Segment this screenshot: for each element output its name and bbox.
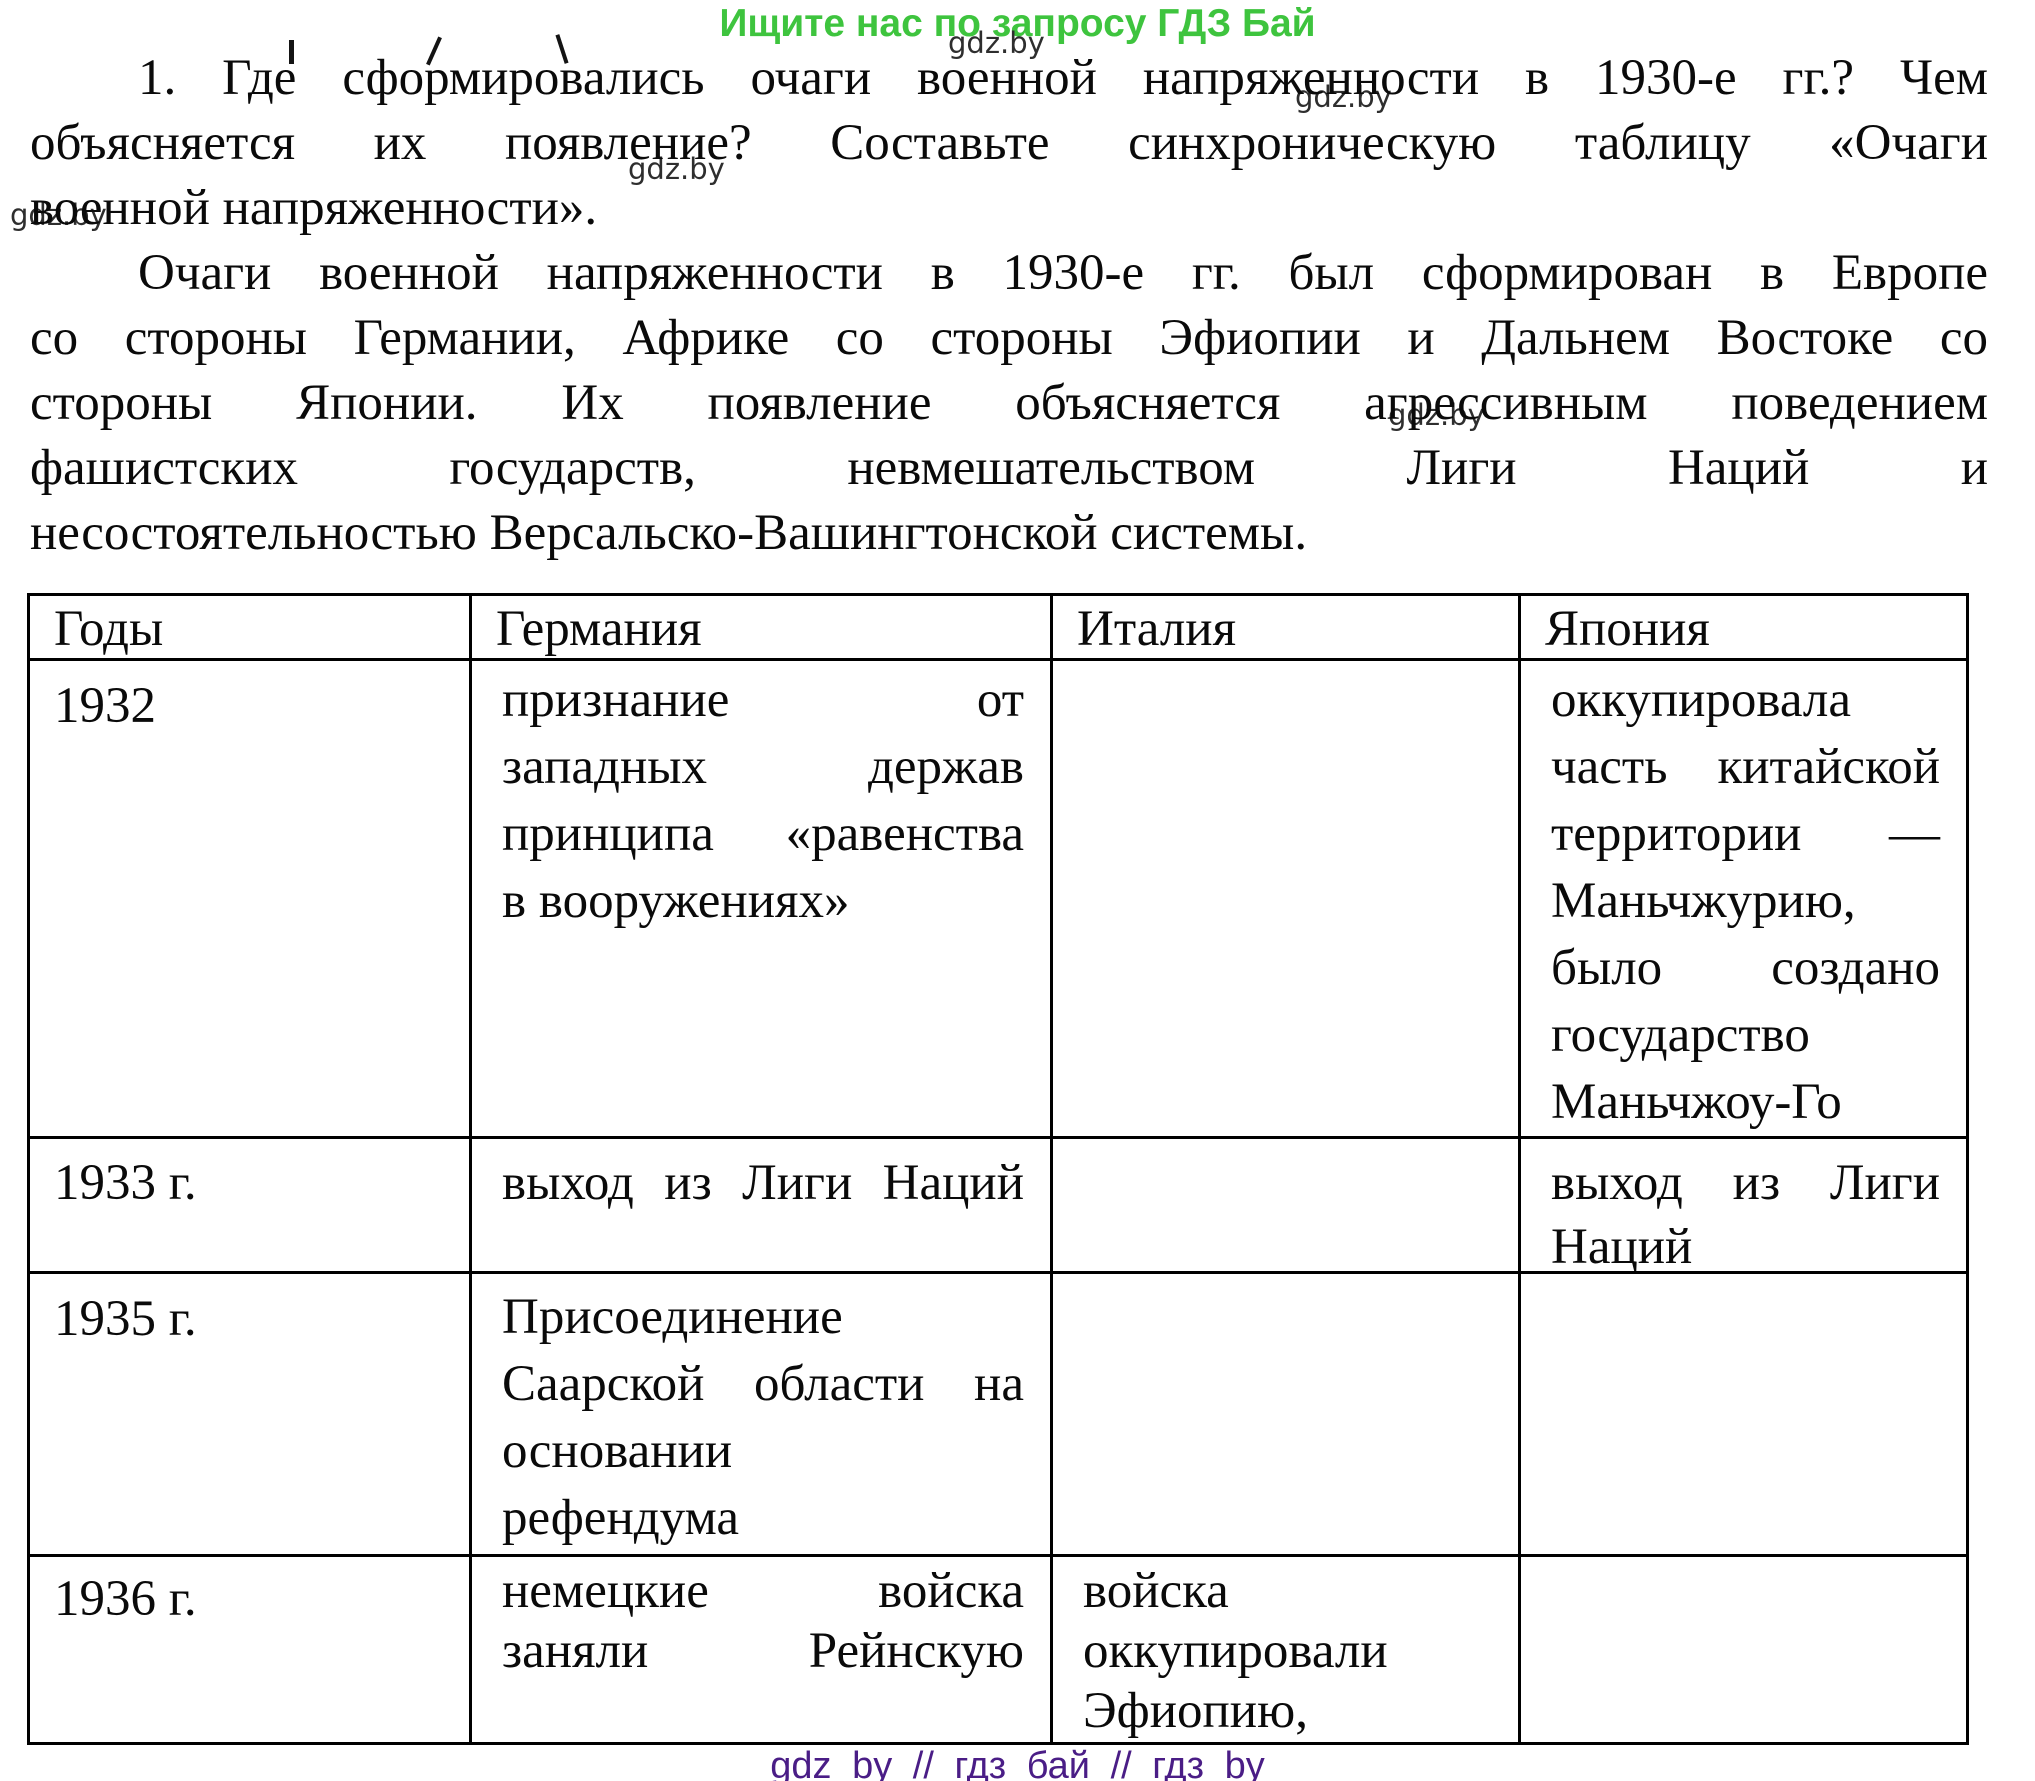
table-year-cell: 1933 г.: [30, 1139, 472, 1274]
cell-line: Эфиопию,: [1083, 1683, 1308, 1739]
table-cell-japan-1933: выход из Лиги Наций: [1521, 1139, 1966, 1274]
table-header-japan: Япония: [1521, 596, 1966, 661]
gdz-watermark: gdz.by: [948, 26, 1045, 60]
gdz-watermark: gdz.by: [10, 198, 107, 232]
table-header-years: Годы: [30, 596, 472, 661]
sync-table: Годы Германия Италия Япония 1932 признан…: [27, 593, 1969, 1745]
cell-line: признание от: [502, 672, 1024, 728]
cell-line: 1933 г.: [54, 1155, 197, 1211]
cell-line: Маньчжурию,: [1551, 873, 1856, 929]
cell-line: оккупировали: [1083, 1623, 1388, 1679]
cut-off-glyph: [289, 40, 294, 64]
table-cell-japan-1932: оккупировала часть китайской территории …: [1521, 661, 1966, 1139]
question-line: военной напряженности».: [30, 180, 598, 236]
table-header-germany: Германия: [472, 596, 1053, 661]
cell-line: немецкие войска: [502, 1563, 1024, 1619]
table-year-cell: 1936 г.: [30, 1557, 472, 1742]
cell-line: государство: [1551, 1007, 1810, 1063]
footer-links: gdz by // гдз бай // гдз by: [770, 1745, 1265, 1781]
table-header-italy: Италия: [1053, 596, 1521, 661]
cell-line: 1932: [54, 678, 156, 734]
table-cell-germany-1936: немецкие войска заняли Рейнскую: [472, 1557, 1053, 1742]
answer-paragraph: Очаги военной напряженности в 1930-е гг.…: [30, 241, 1988, 566]
cell-line: 1936 г.: [54, 1571, 197, 1627]
cell-line: Маньчжоу-Го: [1551, 1074, 1842, 1130]
table-cell-italy-1936: войска оккупировали Эфиопию,: [1053, 1557, 1521, 1742]
table-cell-italy-1935: [1053, 1274, 1521, 1557]
table-cell-germany-1933: выход из Лиги Наций: [472, 1139, 1053, 1274]
cell-line: рефендума: [502, 1490, 740, 1546]
cell-line: в вооружениях»: [502, 873, 850, 929]
table-cell-italy-1933: [1053, 1139, 1521, 1274]
answer-line: фашистских государств, невмешательством …: [30, 440, 1988, 496]
table-cell-japan-1935: [1521, 1274, 1966, 1557]
answer-line: стороны Японии. Их появление объясняется…: [30, 375, 1988, 431]
cell-line: основании: [502, 1423, 733, 1479]
answer-line: Очаги военной напряженности в 1930-е гг.…: [138, 245, 1988, 301]
cell-line: западных держав: [502, 739, 1024, 795]
cell-line: выход из Лиги: [1551, 1155, 1940, 1211]
question-paragraph: 1. Где сформировались очаги военной напр…: [30, 46, 1988, 241]
table-cell-japan-1936: [1521, 1557, 1966, 1742]
table-year-cell: 1935 г.: [30, 1274, 472, 1557]
gdz-watermark: gdz.by: [1295, 80, 1392, 114]
table-cell-germany-1932: признание от западных держав принципа «р…: [472, 661, 1053, 1139]
cell-line: Наций: [1551, 1219, 1693, 1274]
question-line: 1. Где сформировались очаги военной напр…: [138, 50, 1988, 106]
answer-line: несостоятельностью Версальско-Вашингтонс…: [30, 505, 1308, 561]
table-year-cell: 1932: [30, 661, 472, 1139]
promo-banner: Ищите нас по запросу ГДЗ Бай: [719, 2, 1316, 45]
cell-line: войска: [1083, 1563, 1229, 1619]
cell-line: 1935 г.: [54, 1291, 197, 1347]
cell-line: принципа «равенства: [502, 806, 1024, 862]
question-line: объясняется их появление? Составьте синх…: [30, 115, 1988, 171]
cell-line: Саарской области на: [502, 1356, 1024, 1412]
cell-line: часть китайской: [1551, 739, 1940, 795]
cell-line: заняли Рейнскую: [502, 1623, 1024, 1679]
cell-line: оккупировала: [1551, 672, 1851, 728]
gdz-watermark: gdz.by: [628, 152, 725, 186]
answer-line: со стороны Германии, Африке со стороны Э…: [30, 310, 1988, 366]
table-cell-germany-1935: Присоединение Саарской области на основа…: [472, 1274, 1053, 1557]
cell-line: выход из Лиги Наций: [502, 1155, 1024, 1211]
cell-line: территории —: [1551, 806, 1940, 862]
cell-line: было создано: [1551, 940, 1940, 996]
cell-line: Присоединение: [502, 1289, 843, 1345]
table-cell-italy-1932: [1053, 661, 1521, 1139]
gdz-watermark: gdz.by: [1388, 398, 1485, 432]
